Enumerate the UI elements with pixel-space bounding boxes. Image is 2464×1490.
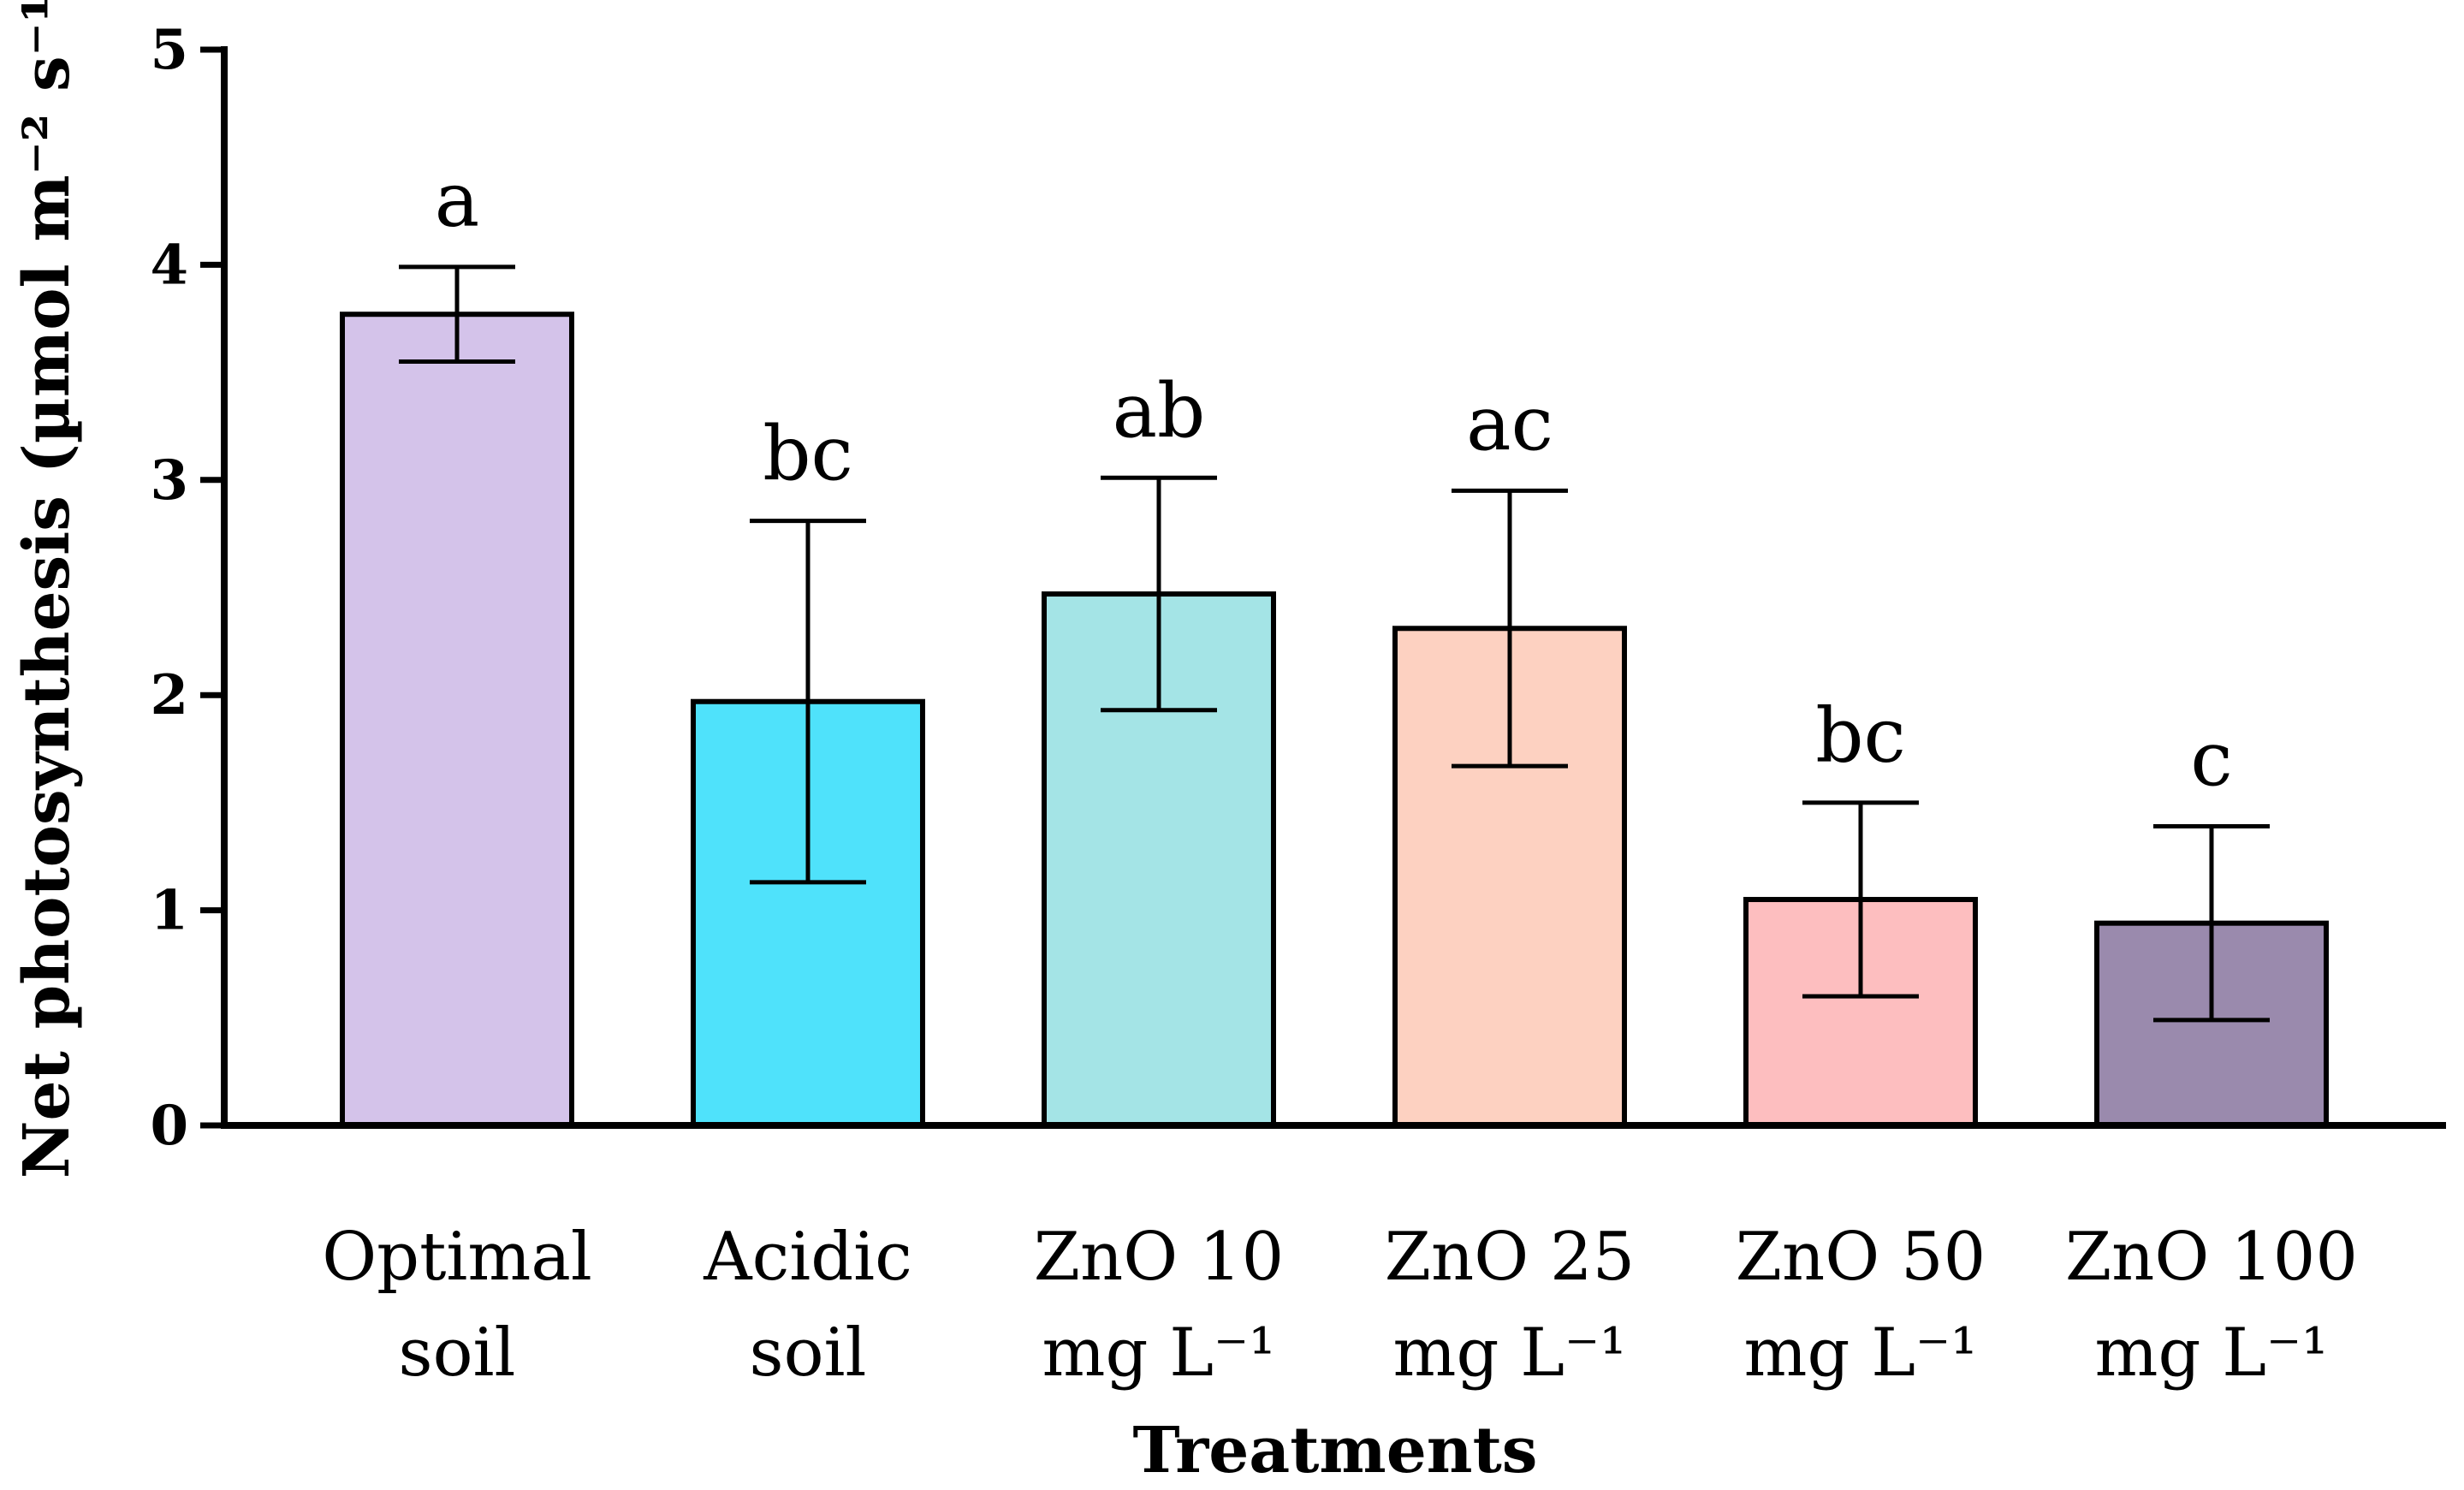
category-label: ZnO 25 [1385, 1219, 1635, 1296]
y-tick-label: 1 [150, 879, 188, 943]
category-label: mg L⁻¹ [2095, 1315, 2329, 1392]
y-axis-title: Net photosynthesis (µmol m⁻² s⁻¹) [10, 0, 84, 1178]
y-tick-label: 0 [150, 1094, 188, 1158]
category-label: mg L⁻¹ [1393, 1315, 1627, 1392]
significance-label: bc [763, 410, 853, 498]
y-tick-label: 2 [150, 663, 188, 727]
category-label: soil [750, 1315, 867, 1392]
significance-label: c [2190, 715, 2232, 804]
category-label: ZnO 10 [1034, 1219, 1284, 1296]
significance-label: ab [1113, 366, 1206, 454]
bar [340, 312, 574, 1128]
y-tick-label: 3 [150, 448, 188, 513]
y-tick-label: 5 [150, 18, 188, 82]
significance-label: a [435, 156, 479, 244]
significance-label: bc [1815, 692, 1906, 780]
plot-area: a Optimal soil bc Acidic soil ab ZnO 10 mg L⁻¹ ac… [150, 18, 2446, 1392]
y-axis-title-group: Net photosynthesis (µmol m⁻² s⁻¹) [10, 0, 84, 1178]
category-label: ZnO 100 [2065, 1219, 2358, 1296]
category-label: mg L⁻¹ [1744, 1315, 1978, 1392]
category-label: ZnO 50 [1736, 1219, 1986, 1296]
category-label: mg L⁻¹ [1042, 1315, 1276, 1392]
category-label: Optimal [322, 1219, 592, 1296]
category-label: soil [399, 1315, 516, 1392]
y-tick-label: 4 [150, 233, 188, 297]
significance-label: ac [1466, 379, 1553, 467]
category-label: Acidic [703, 1219, 912, 1296]
x-axis-title: Treatments [1133, 1414, 1538, 1487]
